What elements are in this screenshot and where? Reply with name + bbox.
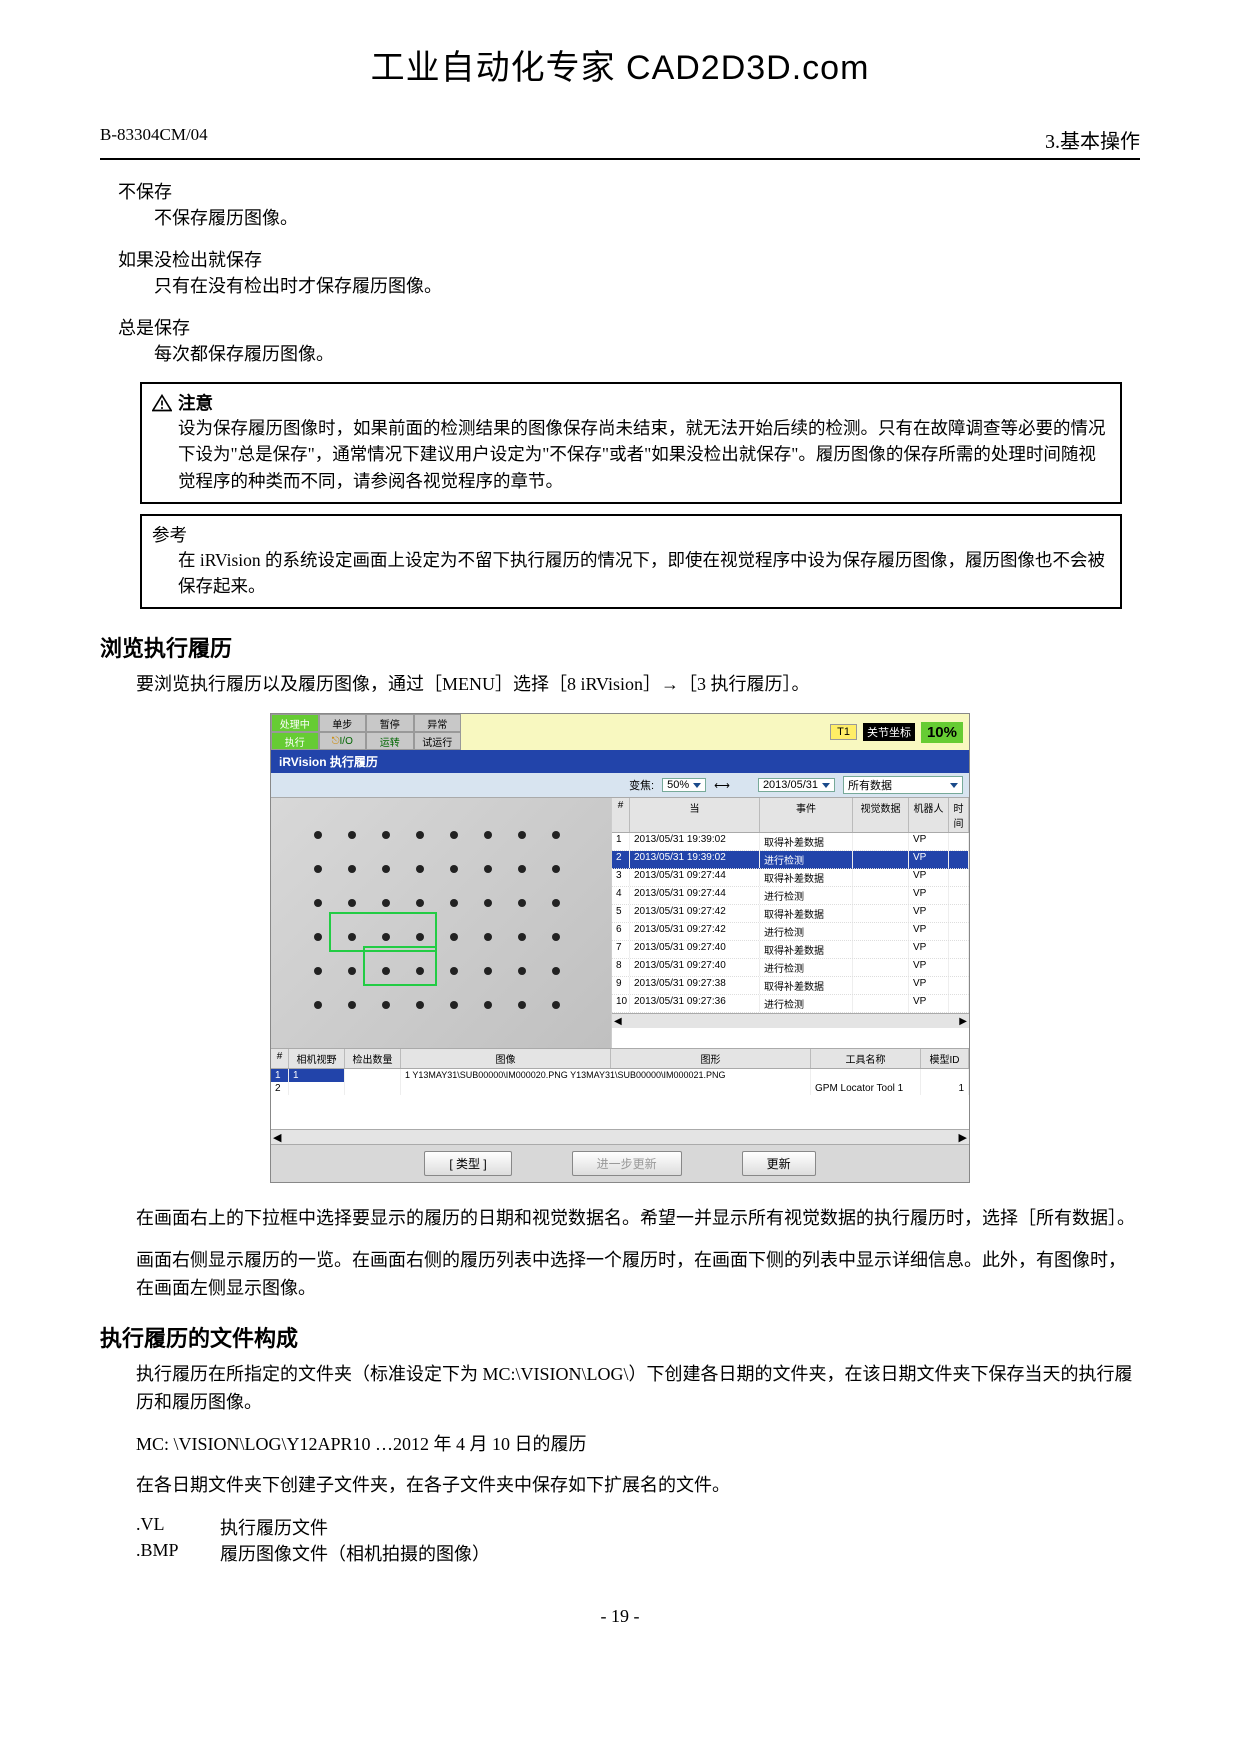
heading-browse-history: 浏览执行履历: [100, 631, 1140, 663]
list-row[interactable]: 12013/05/31 19:39:02取得补差数据VP: [612, 833, 969, 851]
history-list[interactable]: # 当 事件 视觉数据 机器人 时间 12013/05/31 19:39:02取…: [611, 798, 969, 1048]
detail-header: # 相机视野 检出数量 图像 图形 工具名称 模型ID: [271, 1048, 969, 1069]
dcol-image: 图像: [401, 1049, 611, 1068]
type-button[interactable]: [ 类型 ]: [424, 1151, 511, 1176]
option-desc: 只有在没有检出时才保存履历图像。: [154, 272, 1140, 298]
list-header: # 当 事件 视觉数据 机器人 时间: [612, 798, 969, 833]
option-always-save: 总是保存 每次都保存履历图像。: [118, 314, 1140, 366]
fit-icon[interactable]: ⟷: [714, 779, 730, 792]
detection-box-2: [363, 946, 437, 986]
warning-icon: [152, 394, 172, 412]
status-step: 单步: [319, 714, 367, 732]
status-pause: 暂停: [366, 714, 414, 732]
caution-box: 注意 设为保存履历图像时，如果前面的检测结果的图像保存尚未结束，就无法开始后续的…: [140, 382, 1122, 504]
list-row[interactable]: 82013/05/31 09:27:40进行检测VP: [612, 959, 969, 977]
button-bar: [ 类型 ] 进一步更新 更新: [271, 1144, 969, 1182]
watermark-text: 工业自动化专家 CAD2D3D.com: [100, 40, 1140, 89]
files-example: MC: \VISION\LOG\Y12APR10 …2012 年 4 月 10 …: [136, 1431, 1140, 1459]
toolbar: 变焦: 50% ⟷ 2013/05/31 所有数据: [271, 773, 969, 798]
status-error: 异常: [414, 714, 462, 732]
irvision-history-window: 处理中 单步 暂停 异常 执行 ⎋ I/O 运转 试运行 T1 关节坐标 10%…: [270, 713, 970, 1183]
status-joint: 关节坐标: [863, 723, 915, 741]
option-no-save: 不保存 不保存履历图像。: [118, 178, 1140, 230]
option-save-if-not-detected: 如果没检出就保存 只有在没有检出时才保存履历图像。: [118, 246, 1140, 298]
status-exec: 执行: [271, 732, 319, 750]
list-row[interactable]: 92013/05/31 09:27:38取得补差数据VP: [612, 977, 969, 995]
col-num: #: [612, 798, 630, 832]
data-select[interactable]: 所有数据: [843, 776, 963, 794]
status-processing: 处理中: [271, 714, 319, 732]
extension-table: .VL执行履历文件 .BMP履历图像文件（相机拍摄的图像）: [136, 1514, 1140, 1566]
list-row[interactable]: 72013/05/31 09:27:40取得补差数据VP: [612, 941, 969, 959]
ext-row: .BMP履历图像文件（相机拍摄的图像）: [136, 1540, 1140, 1566]
option-desc: 每次都保存履历图像。: [154, 340, 1140, 366]
files-p1: 执行履历在所指定的文件夹（标准设定下为 MC:\VISION\LOG\）下创建各…: [136, 1361, 1140, 1417]
heading-file-structure: 执行履历的文件构成: [100, 1321, 1140, 1353]
col-time: 时间: [949, 798, 969, 832]
refresh-button[interactable]: 更新: [742, 1151, 816, 1176]
col-robot: 机器人: [909, 798, 949, 832]
browse-intro: 要浏览执行履历以及履历图像，通过［MENU］选择［8 iRVision］→［3 …: [136, 671, 1140, 699]
files-p2: 在各日期文件夹下创建子文件夹，在各子文件夹中保存如下扩展名的文件。: [136, 1472, 1140, 1500]
after-ui-p2: 画面右侧显示履历的一览。在画面右侧的履历列表中选择一个履历时，在画面下侧的列表中…: [136, 1247, 1140, 1303]
list-scrollbar[interactable]: ◀▶: [612, 1013, 969, 1028]
detail-scrollbar[interactable]: ◀▶: [271, 1129, 969, 1144]
dcol-cam: 相机视野: [289, 1049, 345, 1068]
dcol-tool: 工具名称: [811, 1049, 921, 1068]
detail-row[interactable]: 1 1 1 Y13MAY31\SUB00000\IM000020.PNG Y13…: [271, 1069, 969, 1082]
list-row[interactable]: 52013/05/31 09:27:42取得补差数据VP: [612, 905, 969, 923]
window-title: iRVision 执行履历: [271, 750, 969, 773]
option-title: 如果没检出就保存: [118, 246, 1140, 272]
dcol-detect: 检出数量: [345, 1049, 401, 1068]
ext-row: .VL执行履历文件: [136, 1514, 1140, 1540]
reference-title: 参考: [152, 522, 1110, 547]
zoom-select[interactable]: 50%: [662, 778, 706, 792]
status-t1: T1: [830, 724, 857, 740]
status-run: 运转: [366, 732, 414, 750]
status-test: 试运行: [414, 732, 462, 750]
dcol-shape: 图形: [611, 1049, 811, 1068]
option-title: 总是保存: [118, 314, 1140, 340]
col-date: 当: [630, 798, 760, 832]
detail-row[interactable]: 2 GPM Locator Tool 1 1: [271, 1082, 969, 1095]
option-title: 不保存: [118, 178, 1140, 204]
col-vision: 视觉数据: [853, 798, 909, 832]
col-event: 事件: [760, 798, 853, 832]
reference-body: 在 iRVision 的系统设定画面上设定为不留下执行履历的情况下，即使在视觉程…: [178, 547, 1110, 600]
detail-body[interactable]: 1 1 1 Y13MAY31\SUB00000\IM000020.PNG Y13…: [271, 1069, 969, 1129]
status-bar: 处理中 单步 暂停 异常 执行 ⎋ I/O 运转 试运行 T1 关节坐标 10%: [271, 714, 969, 750]
list-row[interactable]: 102013/05/31 09:27:36进行检测VP: [612, 995, 969, 1013]
list-row[interactable]: 62013/05/31 09:27:42进行检测VP: [612, 923, 969, 941]
after-ui-p1: 在画面右上的下拉框中选择要显示的履历的日期和视觉数据名。希望一并显示所有视觉数据…: [136, 1205, 1140, 1233]
list-row[interactable]: 22013/05/31 19:39:02进行检测VP: [612, 851, 969, 869]
zoom-label: 变焦:: [629, 777, 654, 793]
document-header: B-83304CM/04 3.基本操作: [100, 125, 1140, 160]
status-io: ⎋ I/O: [319, 732, 367, 750]
doc-id: B-83304CM/04: [100, 125, 208, 154]
refresh-more-button[interactable]: 进一步更新: [572, 1151, 682, 1176]
dcol-modelid: 模型ID: [921, 1049, 969, 1068]
reference-box: 参考 在 iRVision 的系统设定画面上设定为不留下执行履历的情况下，即使在…: [140, 514, 1122, 610]
status-speed-pct: 10%: [921, 722, 963, 743]
caution-title: 注意: [178, 390, 213, 415]
section-label: 3.基本操作: [1045, 125, 1140, 154]
list-row[interactable]: 42013/05/31 09:27:44进行检测VP: [612, 887, 969, 905]
caution-body: 设为保存履历图像时，如果前面的检测结果的图像保存尚未结束，就无法开始后续的检测。…: [178, 415, 1110, 494]
history-image-view: [271, 798, 611, 1048]
dcol-num: #: [271, 1049, 289, 1068]
list-row[interactable]: 32013/05/31 09:27:44取得补差数据VP: [612, 869, 969, 887]
page-number: - 19 -: [100, 1606, 1140, 1627]
date-select[interactable]: 2013/05/31: [758, 778, 835, 792]
option-desc: 不保存履历图像。: [154, 204, 1140, 230]
